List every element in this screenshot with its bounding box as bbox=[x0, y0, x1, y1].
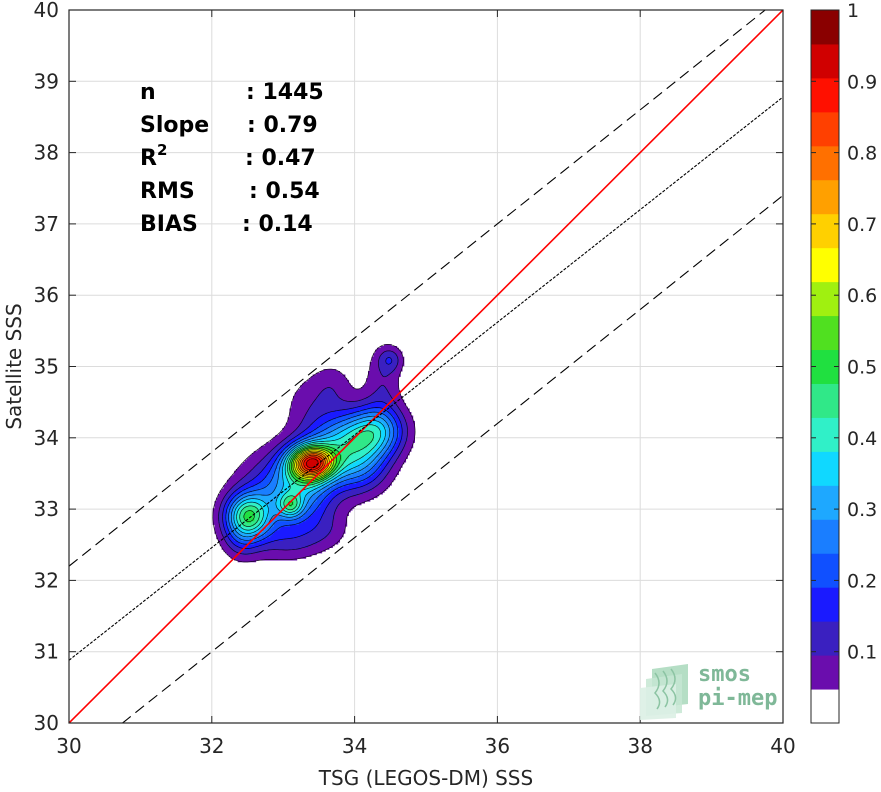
y-tick-label: 40 bbox=[34, 0, 59, 22]
colorbar-tick-label: 1 bbox=[847, 0, 859, 22]
colorbar-segment bbox=[811, 587, 839, 622]
density-contour-lines bbox=[212, 344, 416, 563]
x-tick-label: 30 bbox=[56, 734, 81, 758]
colorbar-segment bbox=[811, 417, 839, 452]
reference-lines bbox=[69, 10, 783, 723]
colorbar-tick-label: 0.5 bbox=[847, 357, 877, 379]
colorbar-segment bbox=[811, 315, 839, 351]
y-tick-label: 36 bbox=[34, 283, 59, 307]
colorbar-tick-label: 0.9 bbox=[847, 71, 877, 93]
y-tick-label: 33 bbox=[34, 497, 59, 521]
colorbar-segment bbox=[811, 77, 839, 113]
stat-value: : 0.54 bbox=[249, 179, 320, 204]
colorbar-segment bbox=[811, 655, 839, 690]
colorbar-tick-label: 0.4 bbox=[847, 428, 877, 450]
contour-line bbox=[236, 424, 382, 531]
colorbar-tick-label: 0.2 bbox=[847, 570, 877, 592]
regression-line bbox=[69, 96, 783, 661]
stat-value: : 0.47 bbox=[245, 146, 316, 171]
colorbar: 0.1 0.2 0.3 0.4 0.5 0.6 0.7 0.8 0.9 1 bbox=[810, 0, 877, 724]
x-tick-label: 36 bbox=[485, 734, 510, 758]
contour-line bbox=[243, 445, 341, 523]
axes: 30 32 34 36 38 40 30 31 32 33 34 35 36 37 38 39 40 TSG (L… bbox=[2, 0, 796, 790]
logo-line2: pi-mep bbox=[698, 686, 777, 711]
x-tick-label: 40 bbox=[770, 734, 795, 758]
colorbar-segment bbox=[811, 485, 839, 520]
colorbar-segment bbox=[811, 213, 839, 249]
stat-superscript: 2 bbox=[157, 141, 167, 159]
colorbar-segment bbox=[811, 179, 839, 215]
colorbar-tick-label: 0.1 bbox=[847, 642, 877, 664]
logo-line1: smos bbox=[698, 662, 751, 687]
contour-line bbox=[230, 415, 391, 538]
y-tick-label: 38 bbox=[34, 141, 59, 165]
plot-area bbox=[68, 9, 784, 724]
contour-line bbox=[239, 430, 375, 527]
contour-line bbox=[305, 458, 319, 469]
colorbar-segment bbox=[811, 43, 839, 79]
contour-line bbox=[225, 407, 399, 545]
colorbar-segment bbox=[811, 689, 839, 724]
colorbar-segment bbox=[811, 111, 839, 147]
y-tick-label: 34 bbox=[34, 426, 59, 450]
colorbar-segment bbox=[811, 519, 839, 554]
y-tick-label: 30 bbox=[34, 711, 59, 735]
contour-line bbox=[296, 450, 330, 477]
colorbar-segment bbox=[811, 621, 839, 656]
y-tick-label: 35 bbox=[34, 355, 59, 379]
contour-line bbox=[301, 454, 324, 473]
colorbar-segment bbox=[811, 553, 839, 588]
contour-line bbox=[290, 446, 338, 482]
colorbar-segment bbox=[811, 451, 839, 486]
stat-label: n bbox=[140, 80, 156, 105]
colorbar-tick-label: 0.7 bbox=[847, 214, 877, 236]
y-tick-label: 32 bbox=[34, 568, 59, 592]
stat-value: : 0.79 bbox=[247, 113, 318, 138]
stat-label: BIAS bbox=[140, 212, 198, 237]
stat-label: Slope bbox=[140, 113, 209, 138]
colorbar-tick-label: 0.6 bbox=[847, 285, 877, 307]
colorbar-segment bbox=[811, 145, 839, 181]
identity-line bbox=[69, 10, 783, 723]
x-tick-label: 32 bbox=[199, 734, 224, 758]
contour-line bbox=[292, 448, 335, 480]
x-axis-title: TSG (LEGOS-DM) SSS bbox=[318, 766, 533, 790]
logo-icon bbox=[640, 664, 688, 720]
colorbar-segment bbox=[811, 281, 839, 317]
stat-label: RMS bbox=[140, 179, 195, 204]
contour-band bbox=[305, 458, 319, 468]
y-tick-label: 39 bbox=[34, 69, 59, 93]
colorbar-segment bbox=[811, 10, 839, 45]
colorbar-segment bbox=[811, 383, 839, 418]
y-tick-label: 37 bbox=[34, 212, 59, 236]
x-tick-label: 38 bbox=[627, 734, 652, 758]
stat-value: : 1445 bbox=[246, 80, 324, 105]
contour-line bbox=[218, 350, 408, 555]
y-axis-title: Satellite SSS bbox=[2, 303, 26, 429]
watermark-logo: smos pi-mep bbox=[640, 662, 777, 720]
colorbar-tick-label: 0.8 bbox=[847, 143, 877, 165]
stat-value: : 0.14 bbox=[242, 212, 313, 237]
contour-line bbox=[233, 419, 386, 534]
y-tick-label: 31 bbox=[34, 640, 59, 664]
contour-line bbox=[228, 411, 395, 541]
x-tick-label: 34 bbox=[342, 734, 367, 758]
contour-line bbox=[212, 344, 416, 563]
colorbar-tick-label: 0.3 bbox=[847, 499, 877, 521]
colorbar-segment bbox=[811, 247, 839, 283]
